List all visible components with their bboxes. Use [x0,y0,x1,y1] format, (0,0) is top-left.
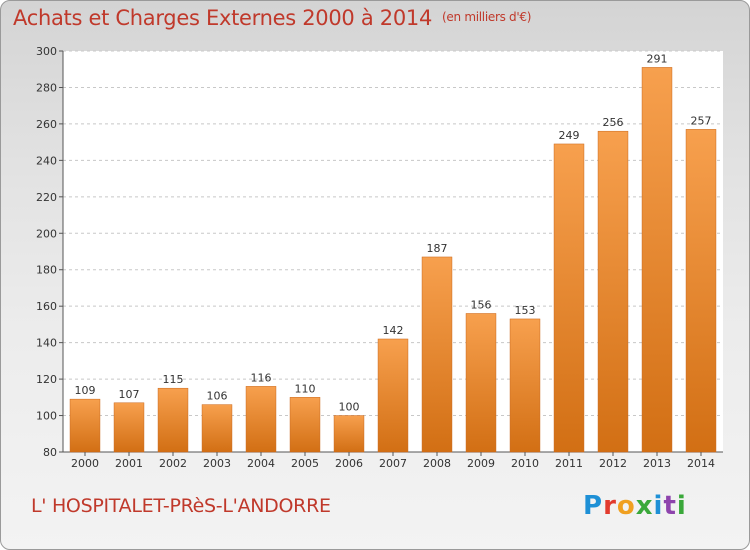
bar-2004 [245,386,277,453]
y-tick-label: 200 [36,227,57,240]
chart-subtitle: (en milliers d'€) [442,10,532,24]
bar-2003 [201,404,233,453]
y-tick-label: 240 [36,154,57,167]
y-tick-label: 300 [36,45,57,58]
bar-2010 [509,318,541,453]
bar-2000 [69,398,101,453]
x-tick-label: 2006 [335,457,363,470]
x-tick-label: 2004 [247,457,275,470]
logo-letter: t [663,491,677,521]
logo-letter: o [616,491,636,521]
x-tick-label: 2013 [643,457,671,470]
y-tick-label: 100 [36,410,57,423]
x-tick-label: 2011 [555,457,583,470]
bar-2009 [465,313,497,453]
bar-2001 [113,402,145,453]
proxiti-logo: Proxiti [583,491,687,521]
x-tick-label: 2003 [203,457,231,470]
bar-value-label: 116 [251,371,272,384]
x-tick-label: 2008 [423,457,451,470]
bar-2008 [421,256,453,453]
bar-value-label: 187 [427,242,448,255]
y-tick-label: 180 [36,264,57,277]
logo-letter: i [653,491,664,521]
bar-value-label: 153 [515,304,536,317]
x-tick-label: 2005 [291,457,319,470]
x-tick-label: 2002 [159,457,187,470]
x-tick-label: 2000 [71,457,99,470]
bar-value-label: 107 [119,388,140,401]
bar-value-label: 291 [647,52,668,65]
bar-value-label: 142 [383,324,404,337]
x-tick-label: 2014 [687,457,715,470]
y-tick-label: 160 [36,300,57,313]
y-tick-label: 120 [36,373,57,386]
bar-2011 [553,143,585,453]
x-tick-label: 2007 [379,457,407,470]
bar-2007 [377,338,409,453]
chart-title: Achats et Charges Externes 2000 à 2014 (e… [13,6,531,30]
chart-title-text: Achats et Charges Externes 2000 à 2014 [13,6,433,30]
y-tick-label: 220 [36,191,57,204]
bar-value-label: 109 [75,384,96,397]
bar-2005 [289,397,321,453]
logo-letter: x [635,491,654,521]
bar-value-label: 156 [471,298,492,311]
bar-2002 [157,387,189,453]
bar-value-label: 106 [207,390,228,403]
logo-letter: P [583,491,604,521]
y-tick-label: 280 [36,81,57,94]
bar-2012 [597,130,629,453]
bar-value-label: 115 [163,373,184,386]
bar-2013 [641,67,673,453]
logo-letter: r [603,491,617,521]
x-tick-label: 2010 [511,457,539,470]
bar-value-label: 257 [691,114,712,127]
bar-value-label: 100 [339,401,360,414]
bar-value-label: 249 [559,129,580,142]
y-tick-label: 140 [36,337,57,350]
y-tick-label: 260 [36,118,57,131]
bar-2014 [685,129,717,453]
x-tick-label: 2001 [115,457,143,470]
place-name: L' HOSPITALET-PRèS-L'ANDORRE [31,495,331,517]
bar-value-label: 256 [603,116,624,129]
x-tick-label: 2009 [467,457,495,470]
y-tick-label: 80 [43,446,57,459]
bar-2006 [333,415,365,453]
bar-value-label: 110 [295,382,316,395]
x-tick-label: 2012 [599,457,627,470]
logo-letter: i [676,491,687,521]
